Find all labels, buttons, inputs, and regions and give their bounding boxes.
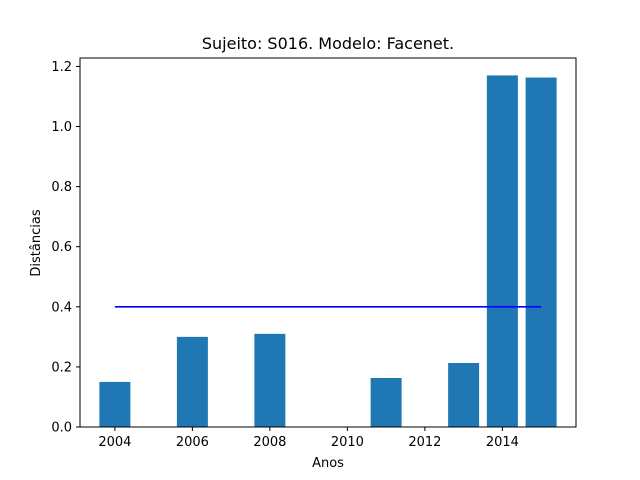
- y-tick-label-0.0: 0.0: [51, 421, 72, 436]
- plot-area: 2004 2006 2008 2010 2012 2014 0.0 0.2 0.4 0.6 0.8 1…: [51, 57, 577, 450]
- chart-title: Sujeito: S016. Modelo: Facenet.: [202, 34, 454, 53]
- y-tick-label-1.0: 1.0: [51, 120, 72, 135]
- x-axis-label: Anos: [312, 456, 344, 471]
- x-tick-label-2004: 2004: [98, 435, 131, 450]
- y-tick-label-0.2: 0.2: [51, 360, 72, 375]
- y-tick-label-1.2: 1.2: [51, 60, 72, 75]
- y-tick-label-0.6: 0.6: [51, 240, 72, 255]
- bar-2004: [99, 381, 131, 427]
- x-tick-label-2014: 2014: [486, 435, 519, 450]
- x-tick-label-2006: 2006: [176, 435, 209, 450]
- x-tick-label-2010: 2010: [331, 435, 364, 450]
- bar-2013: [448, 362, 480, 427]
- bar-2014: [486, 75, 518, 427]
- x-tick-label-2012: 2012: [408, 435, 441, 450]
- bar-2008: [254, 333, 286, 427]
- bar-2011: [370, 378, 402, 427]
- y-axis-label: Distâncias: [29, 209, 44, 276]
- bar-2015: [525, 77, 557, 427]
- x-tick-label-2008: 2008: [253, 435, 286, 450]
- axes-frame: [79, 57, 577, 428]
- bar-2006: [176, 336, 208, 427]
- y-tick-label-0.8: 0.8: [51, 180, 72, 195]
- y-tick-label-0.4: 0.4: [51, 300, 72, 315]
